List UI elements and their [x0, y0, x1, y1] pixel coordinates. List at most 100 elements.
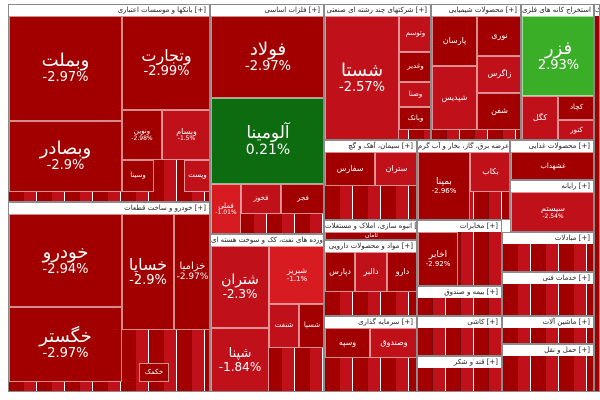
stock-change: -2.97% [42, 70, 89, 86]
stock-tile[interactable]: بکاب [470, 152, 509, 192]
stock-tile[interactable]: غشهداب [511, 152, 593, 179]
stock-symbol: غشهداب [540, 161, 566, 170]
stock-tile[interactable]: خودرو -2.94% [9, 214, 122, 307]
stock-tile[interactable]: خگستر -2.97% [9, 307, 122, 382]
stock-change: -2.99% [143, 63, 190, 79]
sector-box[interactable]: فرآورده های نفت، کک و سوخت هسته ای [+]شت… [210, 234, 324, 392]
sector-box[interactable]: سیمان، آهک و گچ [+] سفارس ستران [324, 140, 417, 220]
stock-tile[interactable]: کچاد [558, 96, 593, 120]
stock-symbol: ثامان [365, 232, 378, 240]
stock-change: -2.96% [431, 186, 457, 195]
stock-tile[interactable]: وصنا [399, 82, 430, 107]
stock-tile[interactable]: فولاد -2.97% [211, 16, 323, 98]
stock-tile[interactable]: وبانک [399, 107, 430, 130]
minor-tiles [418, 368, 501, 391]
stock-symbol: دالبر [363, 266, 379, 276]
stock-tile[interactable]: شفن [477, 93, 520, 130]
stock-tile[interactable]: شستا -2.57% [325, 16, 399, 139]
stock-change: -2.97% [176, 271, 209, 282]
stock-tile[interactable]: فخوز [241, 184, 281, 214]
stock-tile[interactable]: نوری [477, 16, 520, 56]
stock-symbol: سیستم [541, 204, 565, 214]
sector-box[interactable]: قند و شکر [+] [417, 356, 502, 392]
sector-box[interactable]: مخابرات [+] اخابر -2.92% [417, 220, 502, 286]
stock-tile[interactable]: وبملت -2.97% [9, 16, 122, 121]
stock-tile[interactable]: کنور [558, 120, 593, 139]
sector-box[interactable]: حمل و نقل [+] [502, 344, 594, 392]
sector-box[interactable]: فلزات اساسی [+] فولاد -2.97% آلومینا 0.21% فم… [210, 4, 324, 234]
stock-tile[interactable]: شبریز -1.1% [269, 246, 323, 304]
stock-change: -2.94% [42, 262, 89, 278]
stock-tile[interactable]: سیستم -2.54% [511, 192, 593, 231]
stock-tile[interactable]: وبصادر -2.9% [9, 121, 122, 192]
stock-tile[interactable]: وسپه [325, 328, 370, 358]
stock-symbol: شبریز [286, 266, 308, 276]
stock-change: -1.5% [177, 135, 196, 143]
stock-symbol: خگستر [39, 326, 92, 348]
stock-tile[interactable]: دارو [387, 252, 416, 292]
stock-tile[interactable]: ستران [375, 152, 416, 186]
stock-tile[interactable]: کگل [522, 96, 558, 139]
sector-box[interactable]: محصولات شیمیایی [+] پارسان شپدیس نوری زاگرس ش… [431, 4, 521, 140]
sector-box[interactable]: مبادلات [+] [502, 232, 594, 272]
stock-change: -2.97% [245, 58, 291, 74]
stock-tile[interactable]: بمپنا -2.96% [418, 152, 470, 219]
sector-box[interactable]: ماشین آلات [+] [502, 316, 594, 344]
stock-tile[interactable]: فجر [281, 184, 323, 214]
stock-tile[interactable]: سفارس [325, 152, 375, 186]
sector-box[interactable]: رایانه [+] سیستم -2.54% [510, 180, 594, 232]
sector-box[interactable]: خدمات فنی [+] [502, 272, 594, 316]
sector-box[interactable]: شرکتهای چند رشته ای صنعتی [+] شستا -2.57% و… [324, 4, 431, 140]
stock-tile[interactable]: شتران -2.3% [211, 246, 269, 328]
stock-tile[interactable]: دپارس [325, 252, 355, 292]
stock-tile[interactable]: خزامیا -2.97% [174, 214, 209, 330]
stock-change: -2.97% [42, 346, 89, 362]
sector-box[interactable]: محصولات غذایی [+] غشهداب [510, 140, 594, 180]
stock-tile[interactable]: وتجارت -2.99% [122, 16, 209, 110]
stock-tile[interactable]: وصندوق [370, 328, 416, 358]
stock-symbol: اخابر [428, 250, 448, 261]
sector-box[interactable]: استخراج کانه های فلزی [+]فزر2.93%کگلکچاد… [521, 4, 594, 140]
stock-tile[interactable]: وغدیر [399, 52, 430, 82]
stock-symbol: وسپه [338, 337, 357, 347]
stock-tile[interactable]: آلومینا 0.21% [211, 98, 323, 184]
stock-tile[interactable]: خساپا -2.9% [122, 214, 174, 330]
stock-symbol: وصنا [408, 89, 423, 98]
sector-box[interactable]: انبوه سازی، املاک و مستغلات [+]ثامان [324, 220, 417, 240]
stock-change: -1.01% [215, 209, 237, 217]
stock-symbol: فخوز [253, 194, 269, 203]
stock-tile[interactable]: شپدیس [432, 66, 477, 130]
stock-tile[interactable]: ونوین -2.98% [122, 110, 162, 160]
stock-symbol: فملی [218, 201, 234, 210]
sector-box[interactable]: خودرو و ساخت قطعات [+] خودرو -2.94% خگستر -2… [8, 202, 210, 392]
stock-symbol: وبانک [407, 113, 424, 122]
stock-tile[interactable]: وپست [184, 160, 209, 192]
stock-tile[interactable]: پارسان [432, 16, 477, 66]
sector-box[interactable]: مواد و محصولات دارویی [+] دپارس دالبر دارو [324, 240, 417, 316]
sector-box[interactable]: لاستیک [+] [594, 4, 600, 392]
sector-box[interactable]: کاشی [+] [417, 316, 502, 356]
sector-box[interactable]: سرمایه گذاری [+] وسپه وصندوق [324, 316, 417, 392]
stock-tile[interactable]: دالبر [355, 252, 387, 292]
stock-tile[interactable]: اخابر -2.92% [418, 232, 458, 285]
stock-tile[interactable]: وبسام -1.5% [162, 110, 209, 160]
stock-tile[interactable]: شنفت [269, 304, 299, 348]
stock-tile[interactable]: شپنا -1.84% [211, 328, 269, 391]
stock-symbol: فجر [297, 194, 309, 203]
stock-tile[interactable]: وتوسم [399, 16, 430, 52]
minor-tiles [503, 328, 593, 343]
stock-change: -2.57% [339, 80, 385, 96]
stock-tile[interactable]: وسینا [122, 160, 154, 192]
stock-symbol: کنور [570, 125, 583, 134]
sector-box[interactable]: عرضه برق، گاز، بخار و آب گرم [+]بمپنا-2.… [417, 140, 510, 220]
stock-change: -1.84% [218, 360, 262, 375]
stock-tile[interactable]: ثامان [325, 232, 416, 240]
sector-box[interactable]: بیمه و صندوق [+] [417, 286, 502, 316]
stock-tile[interactable]: فزر 2.93% [522, 16, 593, 96]
stock-tile[interactable]: زاگرس [477, 56, 520, 93]
sector-box[interactable]: بانکها و موسسات اعتباری [+] وبملت -2.97% وب… [8, 4, 210, 202]
stock-tile[interactable]: فملی -1.01% [211, 184, 241, 233]
stock-tile[interactable]: خکمک [139, 363, 169, 382]
stock-tile[interactable]: شسپا [299, 304, 323, 348]
